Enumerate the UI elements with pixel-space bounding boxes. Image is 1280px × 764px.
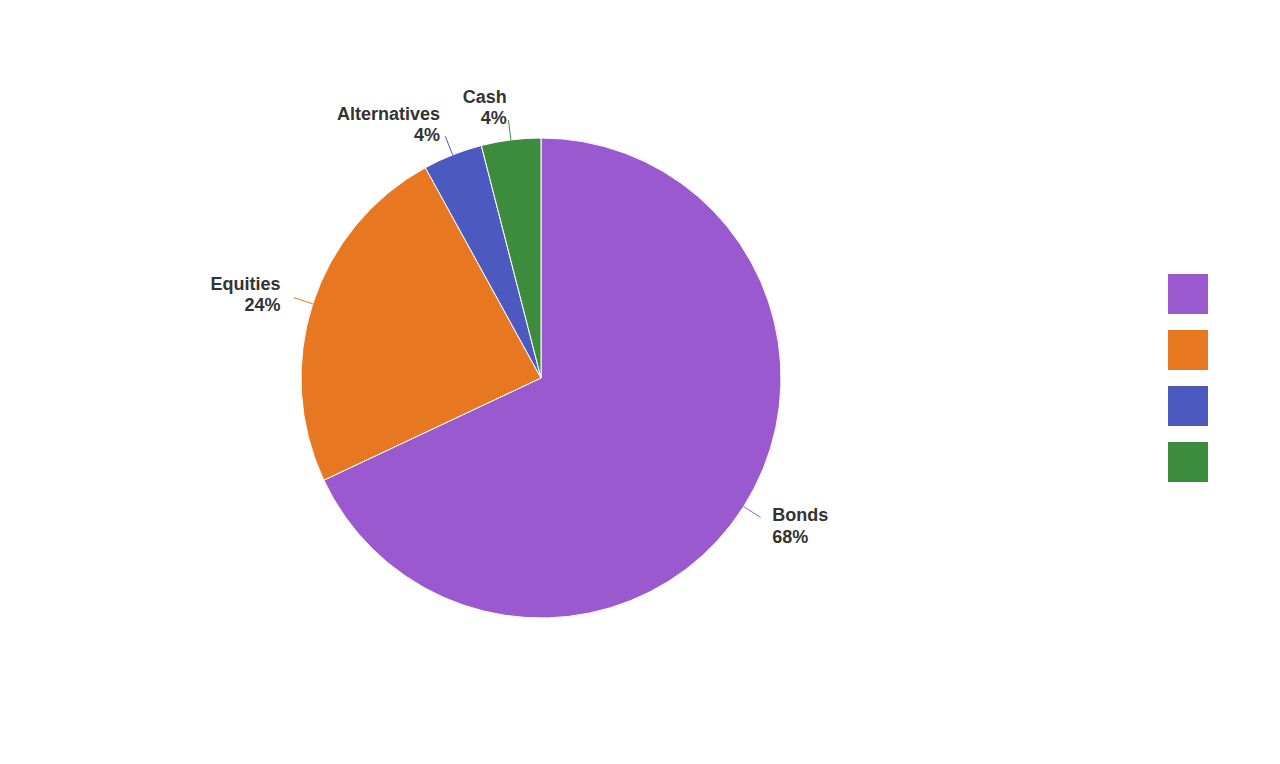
svg-text:Equities24%: Equities24% — [210, 274, 280, 316]
svg-text:Alternatives4%: Alternatives4% — [337, 104, 440, 146]
svg-text:Cash4%: Cash4% — [463, 87, 507, 129]
svg-text:Bonds68%: Bonds68% — [772, 505, 828, 547]
